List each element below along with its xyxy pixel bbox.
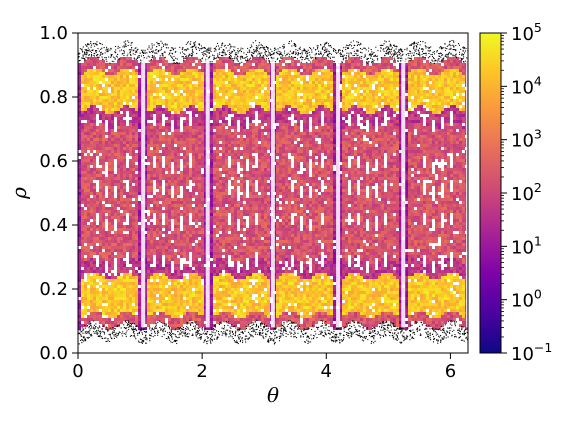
- x-tick-label: 6: [445, 361, 456, 382]
- colorbar-tick-label: 105: [511, 20, 542, 45]
- plot-frame: [77, 32, 469, 354]
- colorbar-tick-base: 10: [511, 184, 534, 205]
- colorbar-gradient: [480, 33, 501, 353]
- colorbar-tick-label: 103: [511, 127, 542, 152]
- y-axis-label: ρ: [7, 187, 31, 200]
- plot-area: [77, 32, 469, 354]
- x-tick-label: 4: [321, 361, 332, 382]
- colorbar-tick-exponent: −1: [534, 340, 552, 355]
- colorbar-tick-label: 10−1: [511, 340, 552, 365]
- y-tick-label: 0.4: [39, 215, 68, 236]
- separatrix-gap: [205, 58, 210, 328]
- y-axis: 0.0 0.2 0.4 0.6 0.8 1.0: [39, 23, 78, 364]
- y-tick-label: 1.0: [39, 23, 68, 44]
- colorbar-tick-base: 10: [511, 291, 534, 312]
- separatrix-gap: [465, 58, 468, 328]
- y-tick-label: 0.6: [39, 151, 68, 172]
- colorbar-tick-base: 10: [511, 131, 534, 152]
- colorbar-tick-label: 102: [511, 180, 542, 205]
- colorbar-tick-exponent: 3: [534, 127, 542, 142]
- colorbar-tick-base: 10: [511, 24, 534, 45]
- colorbar-tick-exponent: 0: [534, 287, 542, 302]
- x-axis: 0 2 4 6: [72, 353, 456, 382]
- separatrix-gap: [141, 58, 146, 328]
- colorbar-tick-base: 10: [511, 344, 534, 365]
- x-tick-label: 2: [196, 361, 207, 382]
- separatrix-gap: [336, 58, 341, 328]
- density-map: [78, 39, 468, 345]
- colorbar-tick-exponent: 5: [534, 20, 542, 35]
- colorbar-tick-exponent: 4: [534, 73, 542, 88]
- y-tick-label: 0.8: [39, 87, 68, 108]
- colorbar-tick-label: 100: [511, 287, 542, 312]
- colorbar-tick-label: 104: [511, 73, 542, 98]
- colorbar-tick-exponent: 1: [534, 233, 542, 248]
- colorbar-tick-base: 10: [511, 77, 534, 98]
- separatrix-gap: [270, 58, 275, 328]
- y-tick-label: 0.0: [39, 343, 68, 364]
- separatrix-gap: [401, 58, 406, 328]
- colorbar-tick-exponent: 2: [534, 180, 542, 195]
- colorbar-tick-base: 10: [511, 237, 534, 258]
- colorbar-tick-label: 101: [511, 233, 542, 258]
- x-axis-label: θ: [267, 383, 279, 407]
- y-tick-label: 0.2: [39, 279, 68, 300]
- x-tick-label: 0: [72, 361, 83, 382]
